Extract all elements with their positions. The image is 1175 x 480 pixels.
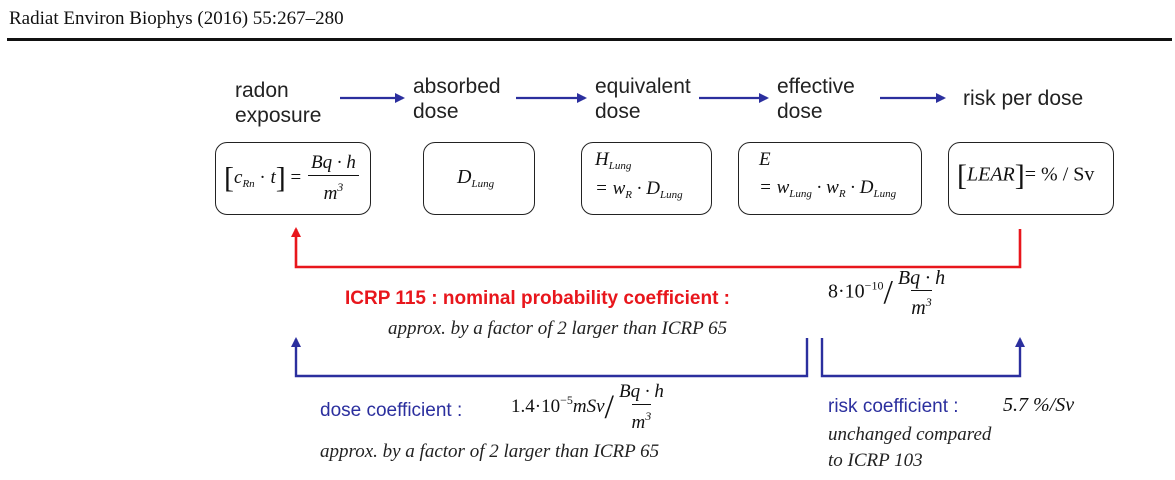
fraction-den: m bbox=[631, 412, 646, 433]
stage-line1: equivalent bbox=[595, 75, 691, 98]
dose-coefficient-label: dose coefficient : bbox=[320, 400, 463, 421]
stage-risk-per-dose: risk per dose bbox=[963, 86, 1083, 111]
box-risk: [LEAR]= % / Sv bbox=[948, 142, 1114, 215]
w-sub: R bbox=[625, 189, 632, 201]
w2-sub: R bbox=[838, 188, 846, 200]
D-sub: Lung bbox=[659, 189, 683, 201]
icrp115-value: 8·10−10/Bq · h m3 bbox=[828, 267, 950, 319]
journal-citation: Radiat Environ Biophys (2016) 55:267–280 bbox=[9, 8, 344, 29]
fraction-den-sup: 3 bbox=[925, 295, 932, 309]
symbol-H: H bbox=[595, 149, 609, 170]
symbol-E: E bbox=[759, 149, 771, 170]
risk-rhs: = % / Sv bbox=[1024, 163, 1095, 186]
D-sub: Lung bbox=[873, 188, 897, 200]
stage-absorbed-dose: absorbed dose bbox=[413, 74, 501, 124]
box-exposure: [cRn · t] = Bq · h m3 bbox=[215, 142, 371, 215]
symbol-D: D bbox=[457, 166, 472, 188]
symbol-lear: LEAR bbox=[967, 163, 1015, 186]
stage-line1: radon bbox=[235, 79, 289, 102]
box-equivalent: HLung = wR · DLung bbox=[581, 142, 712, 215]
box-effective: E = wLung · wR · DLung bbox=[738, 142, 922, 215]
risk-coefficient-label: risk coefficient : bbox=[828, 396, 959, 417]
red-connector bbox=[291, 227, 1022, 269]
symbol-c: c bbox=[234, 166, 243, 188]
stage-equivalent-dose: equivalent dose bbox=[595, 74, 691, 124]
fraction-num: Bq · h bbox=[618, 381, 664, 402]
eq-D: · D bbox=[850, 177, 874, 198]
stage-line1: absorbed bbox=[413, 75, 501, 98]
box-absorbed: DLung bbox=[423, 142, 535, 215]
header-rule bbox=[7, 38, 1172, 41]
risk-coefficient-value: 5.7 %/Sv bbox=[1003, 394, 1075, 416]
eq-D: · D bbox=[636, 178, 660, 199]
value-exp: −10 bbox=[864, 278, 884, 293]
fraction-den: m bbox=[911, 297, 926, 319]
eq-w: = w bbox=[759, 177, 790, 198]
stage-line1: effective bbox=[777, 75, 855, 98]
dose-coefficient-note: approx. by a factor of 2 larger than ICR… bbox=[320, 441, 660, 462]
fraction-den: m bbox=[323, 183, 338, 204]
value-base: 8·10 bbox=[828, 280, 865, 303]
icrp115-note: approx. by a factor of 2 larger than ICR… bbox=[388, 318, 728, 339]
stage-line2: dose bbox=[413, 100, 459, 123]
fraction-den-sup: 3 bbox=[337, 180, 344, 194]
eq-rhs: = w bbox=[595, 178, 626, 199]
stage-radon-exposure: radon exposure bbox=[235, 78, 321, 128]
stage-line2: dose bbox=[595, 100, 641, 123]
symbol-H-sub: Lung bbox=[608, 160, 632, 172]
stage-line1: risk per dose bbox=[963, 87, 1084, 110]
stage-effective-dose: effective dose bbox=[777, 74, 855, 124]
blue-connector-risk bbox=[820, 337, 1025, 378]
blue-connector-dose bbox=[291, 337, 809, 378]
value-base: 1.4·10 bbox=[511, 395, 561, 417]
stage-line2: exposure bbox=[235, 104, 322, 127]
symbol-D-sub: Lung bbox=[471, 178, 495, 190]
fraction-icrp115: Bq · h m3 bbox=[895, 267, 948, 319]
risk-coefficient-note-line2: to ICRP 103 bbox=[828, 450, 923, 471]
fraction-num: Bq · h bbox=[897, 267, 946, 289]
formula-equivalent: HLung = wR · DLung bbox=[595, 149, 683, 201]
formula-effective: E = wLung · wR · DLung bbox=[759, 149, 896, 200]
dose-coefficient-value: 1.4·10−5mSv/Bq · h m3 bbox=[511, 381, 669, 434]
formula-exposure: [cRn · t] = Bq · h m3 bbox=[224, 152, 361, 205]
icrp115-label: ICRP 115 : nominal probability coefficie… bbox=[345, 288, 731, 309]
fraction-exposure-unit: Bq · h m3 bbox=[308, 152, 359, 205]
risk-coefficient-note-line1: unchanged compared bbox=[828, 424, 992, 445]
symbol-c-sub: Rn bbox=[242, 177, 255, 190]
fraction-num: Bq · h bbox=[308, 152, 359, 176]
fraction-dose: Bq · h m3 bbox=[616, 381, 667, 434]
symbol-t: t bbox=[270, 166, 276, 188]
formula-absorbed: DLung bbox=[457, 166, 494, 190]
value-exp: −5 bbox=[560, 392, 573, 407]
stage-line2: dose bbox=[777, 100, 823, 123]
value-unit: mSv bbox=[572, 395, 605, 417]
formula-risk: [LEAR]= % / Sv bbox=[957, 159, 1095, 192]
fraction-den-sup: 3 bbox=[645, 409, 652, 423]
w1-sub: Lung bbox=[789, 188, 812, 200]
eq-w2: · w bbox=[816, 177, 839, 198]
